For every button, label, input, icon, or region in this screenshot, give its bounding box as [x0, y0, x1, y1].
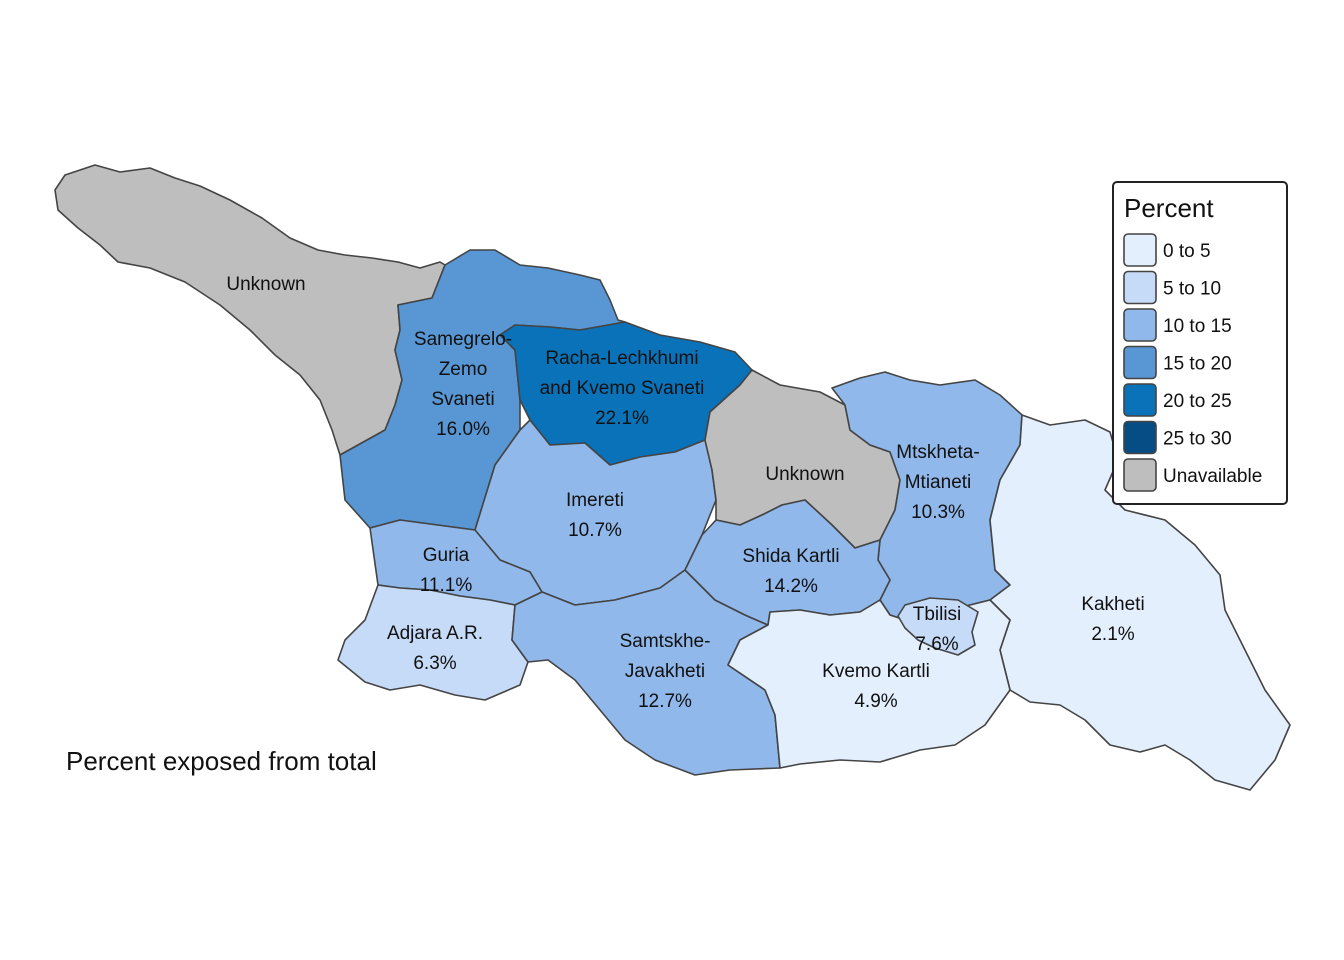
legend-item-label: 5 to 10: [1163, 279, 1221, 300]
labels-layer: Unknown Samegrelo- Zemo Svaneti 16.0% Racha-L…: [226, 274, 1144, 712]
region-label-tbilisi: Tbilisi: [913, 604, 962, 625]
legend-swatch: [1123, 233, 1157, 267]
region-label-kvemo-kartli: Kvemo Kartli: [822, 661, 930, 682]
region-label-kakheti: 2.1%: [1091, 624, 1134, 645]
legend-item-label: 25 to 30: [1163, 429, 1232, 450]
region-label-samtskhe: 12.7%: [638, 691, 692, 712]
region-label-south-ossetia: Unknown: [765, 464, 844, 485]
region-label-abkhazia: Unknown: [226, 274, 305, 295]
regions-layer: [54, 164, 1291, 791]
region-label-kvemo-kartli: 4.9%: [854, 691, 897, 712]
region-label-racha: Racha-Lechkhumi: [545, 348, 698, 369]
region-label-kakheti: Kakheti: [1081, 594, 1144, 615]
region-label-samegrelo: Zemo: [439, 359, 488, 380]
region-label-samegrelo: Svaneti: [431, 389, 494, 410]
region-label-tbilisi: 7.6%: [915, 634, 958, 655]
region-label-shida-kartli: 14.2%: [764, 576, 818, 597]
legend-item-label: 0 to 5: [1163, 241, 1211, 262]
map-caption: Percent exposed from total: [66, 746, 377, 776]
region-label-adjara: Adjara A.R.: [387, 623, 483, 644]
region-label-shida-kartli: Shida Kartli: [742, 546, 839, 567]
legend-item-label: 15 to 20: [1163, 354, 1232, 375]
region-label-imereti: 10.7%: [568, 520, 622, 541]
legend-title: Percent: [1124, 193, 1214, 223]
legend-box: [1112, 181, 1288, 505]
region-label-adjara: 6.3%: [413, 653, 456, 674]
region-adjara: [337, 584, 529, 701]
region-label-samegrelo: Samegrelo-: [414, 329, 512, 350]
region-label-mtskheta: 10.3%: [911, 502, 965, 523]
region-label-mtskheta: Mtskheta-: [896, 442, 979, 463]
legend-swatch: [1123, 420, 1157, 455]
region-label-guria: 11.1%: [420, 575, 473, 596]
legend-item-label: Unavailable: [1163, 466, 1262, 487]
region-tbilisi: [897, 597, 979, 656]
legend-swatch: [1123, 308, 1157, 342]
region-label-racha: and Kvemo Svaneti: [540, 378, 705, 399]
region-label-samtskhe: Javakheti: [625, 661, 705, 682]
legend-swatch: [1123, 345, 1157, 380]
legend-item-label: 10 to 15: [1163, 316, 1232, 337]
region-label-imereti: Imereti: [566, 490, 624, 511]
legend-swatch: [1123, 270, 1157, 305]
legend-swatch: [1123, 458, 1157, 492]
region-label-samegrelo: 16.0%: [436, 419, 490, 440]
region-label-samtskhe: Samtskhe-: [620, 631, 711, 652]
legend: Percent 0 to 5 5 to 10 10 to 15 15 to 20 20 …: [1112, 181, 1288, 505]
legend-swatch: [1123, 383, 1157, 417]
legend-item-label: 20 to 25: [1163, 391, 1232, 412]
region-label-guria: Guria: [423, 545, 470, 566]
region-label-mtskheta: Mtianeti: [905, 472, 972, 493]
region-label-racha: 22.1%: [595, 408, 649, 429]
region-abkhazia: [54, 164, 446, 456]
